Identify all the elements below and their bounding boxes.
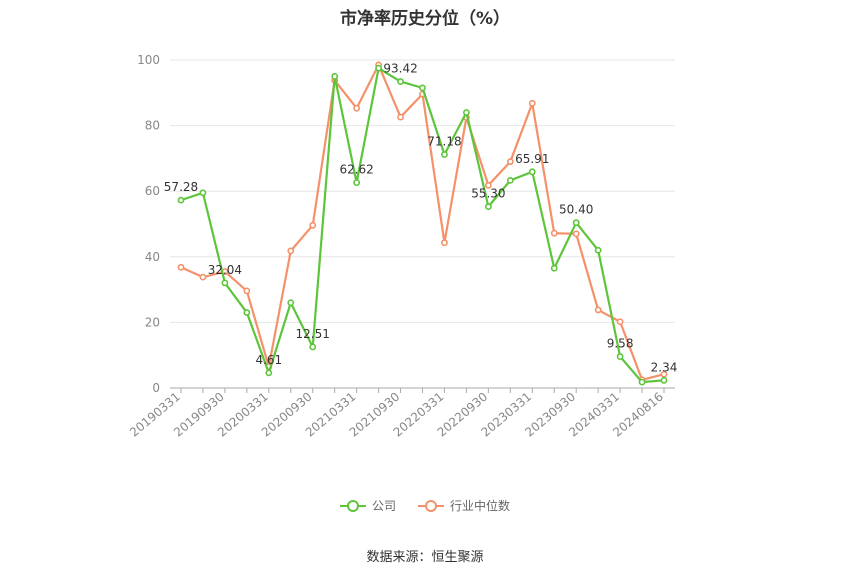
point-industry: [199, 273, 207, 281]
point-industry: [441, 239, 448, 247]
point-company: [419, 84, 426, 92]
point-company: [309, 343, 317, 351]
chart-title: 市净率历史分位（%）: [339, 9, 511, 29]
point-company: [594, 246, 602, 254]
data-label: 93.42: [383, 62, 417, 76]
point-company: [550, 264, 558, 272]
data-label: 71.18: [427, 135, 461, 149]
point-industry: [616, 318, 624, 326]
data-label: 9.58: [607, 337, 634, 351]
point-company: [243, 309, 251, 316]
point-industry: [177, 263, 185, 271]
point-industry: [353, 104, 361, 112]
point-industry: [550, 229, 558, 237]
point-company: [463, 109, 470, 116]
point-company: [397, 78, 404, 85]
data-label: 50.40: [559, 203, 593, 217]
legend-company-label: 公司: [371, 499, 396, 513]
point-industry: [243, 287, 251, 295]
point-company: [572, 219, 580, 227]
data-source: 数据来源：恒生聚源: [366, 550, 484, 565]
point-company: [638, 378, 646, 386]
y-tick-label: 100: [137, 53, 160, 67]
data-label: 12.51: [296, 327, 330, 341]
point-company: [375, 64, 382, 72]
point-industry: [397, 113, 404, 121]
point-company: [616, 353, 624, 360]
point-company: [353, 179, 361, 187]
data-label: 65.91: [515, 152, 549, 166]
point-industry: [594, 306, 602, 314]
data-label: 57.28: [164, 180, 198, 194]
point-company: [265, 369, 273, 377]
data-label: 2.34: [651, 360, 678, 374]
point-industry: [309, 221, 317, 229]
point-industry: [528, 99, 536, 107]
point-company: [287, 299, 295, 307]
point-company: [199, 189, 207, 197]
y-tick-label: 80: [145, 119, 160, 133]
legend-industry-marker-icon: [418, 499, 444, 512]
y-tick-label: 0: [152, 381, 160, 395]
point-company: [441, 151, 448, 158]
legend-item-industry[interactable]: 行业中位数: [418, 497, 510, 514]
legend-industry-label: 行业中位数: [450, 499, 511, 513]
chart-plot-area: 0204060801002019033120190930202003312020…: [127, 53, 678, 440]
point-company: [177, 196, 185, 204]
data-label: 4.61: [255, 353, 282, 367]
data-label: 55.30: [471, 187, 505, 201]
legend-company-marker-icon: [339, 499, 366, 512]
point-company: [221, 279, 229, 287]
point-industry: [572, 230, 580, 238]
y-tick-label: 40: [145, 250, 160, 264]
point-company: [331, 73, 339, 80]
legend: 公司 行业中位数: [0, 497, 850, 514]
y-tick-label: 20: [145, 315, 160, 329]
point-industry: [287, 247, 295, 255]
point-company: [484, 203, 492, 211]
point-company: [660, 376, 668, 384]
point-industry: [506, 158, 514, 166]
y-tick-label: 60: [145, 184, 160, 198]
point-industry: [660, 370, 668, 378]
point-company: [528, 168, 536, 176]
data-label: 32.04: [208, 263, 242, 277]
legend-item-company[interactable]: 公司: [339, 497, 396, 514]
data-label: 62.62: [339, 163, 373, 177]
point-company: [506, 176, 514, 184]
point-industry: [484, 181, 492, 189]
series-line-company: [180, 67, 665, 384]
